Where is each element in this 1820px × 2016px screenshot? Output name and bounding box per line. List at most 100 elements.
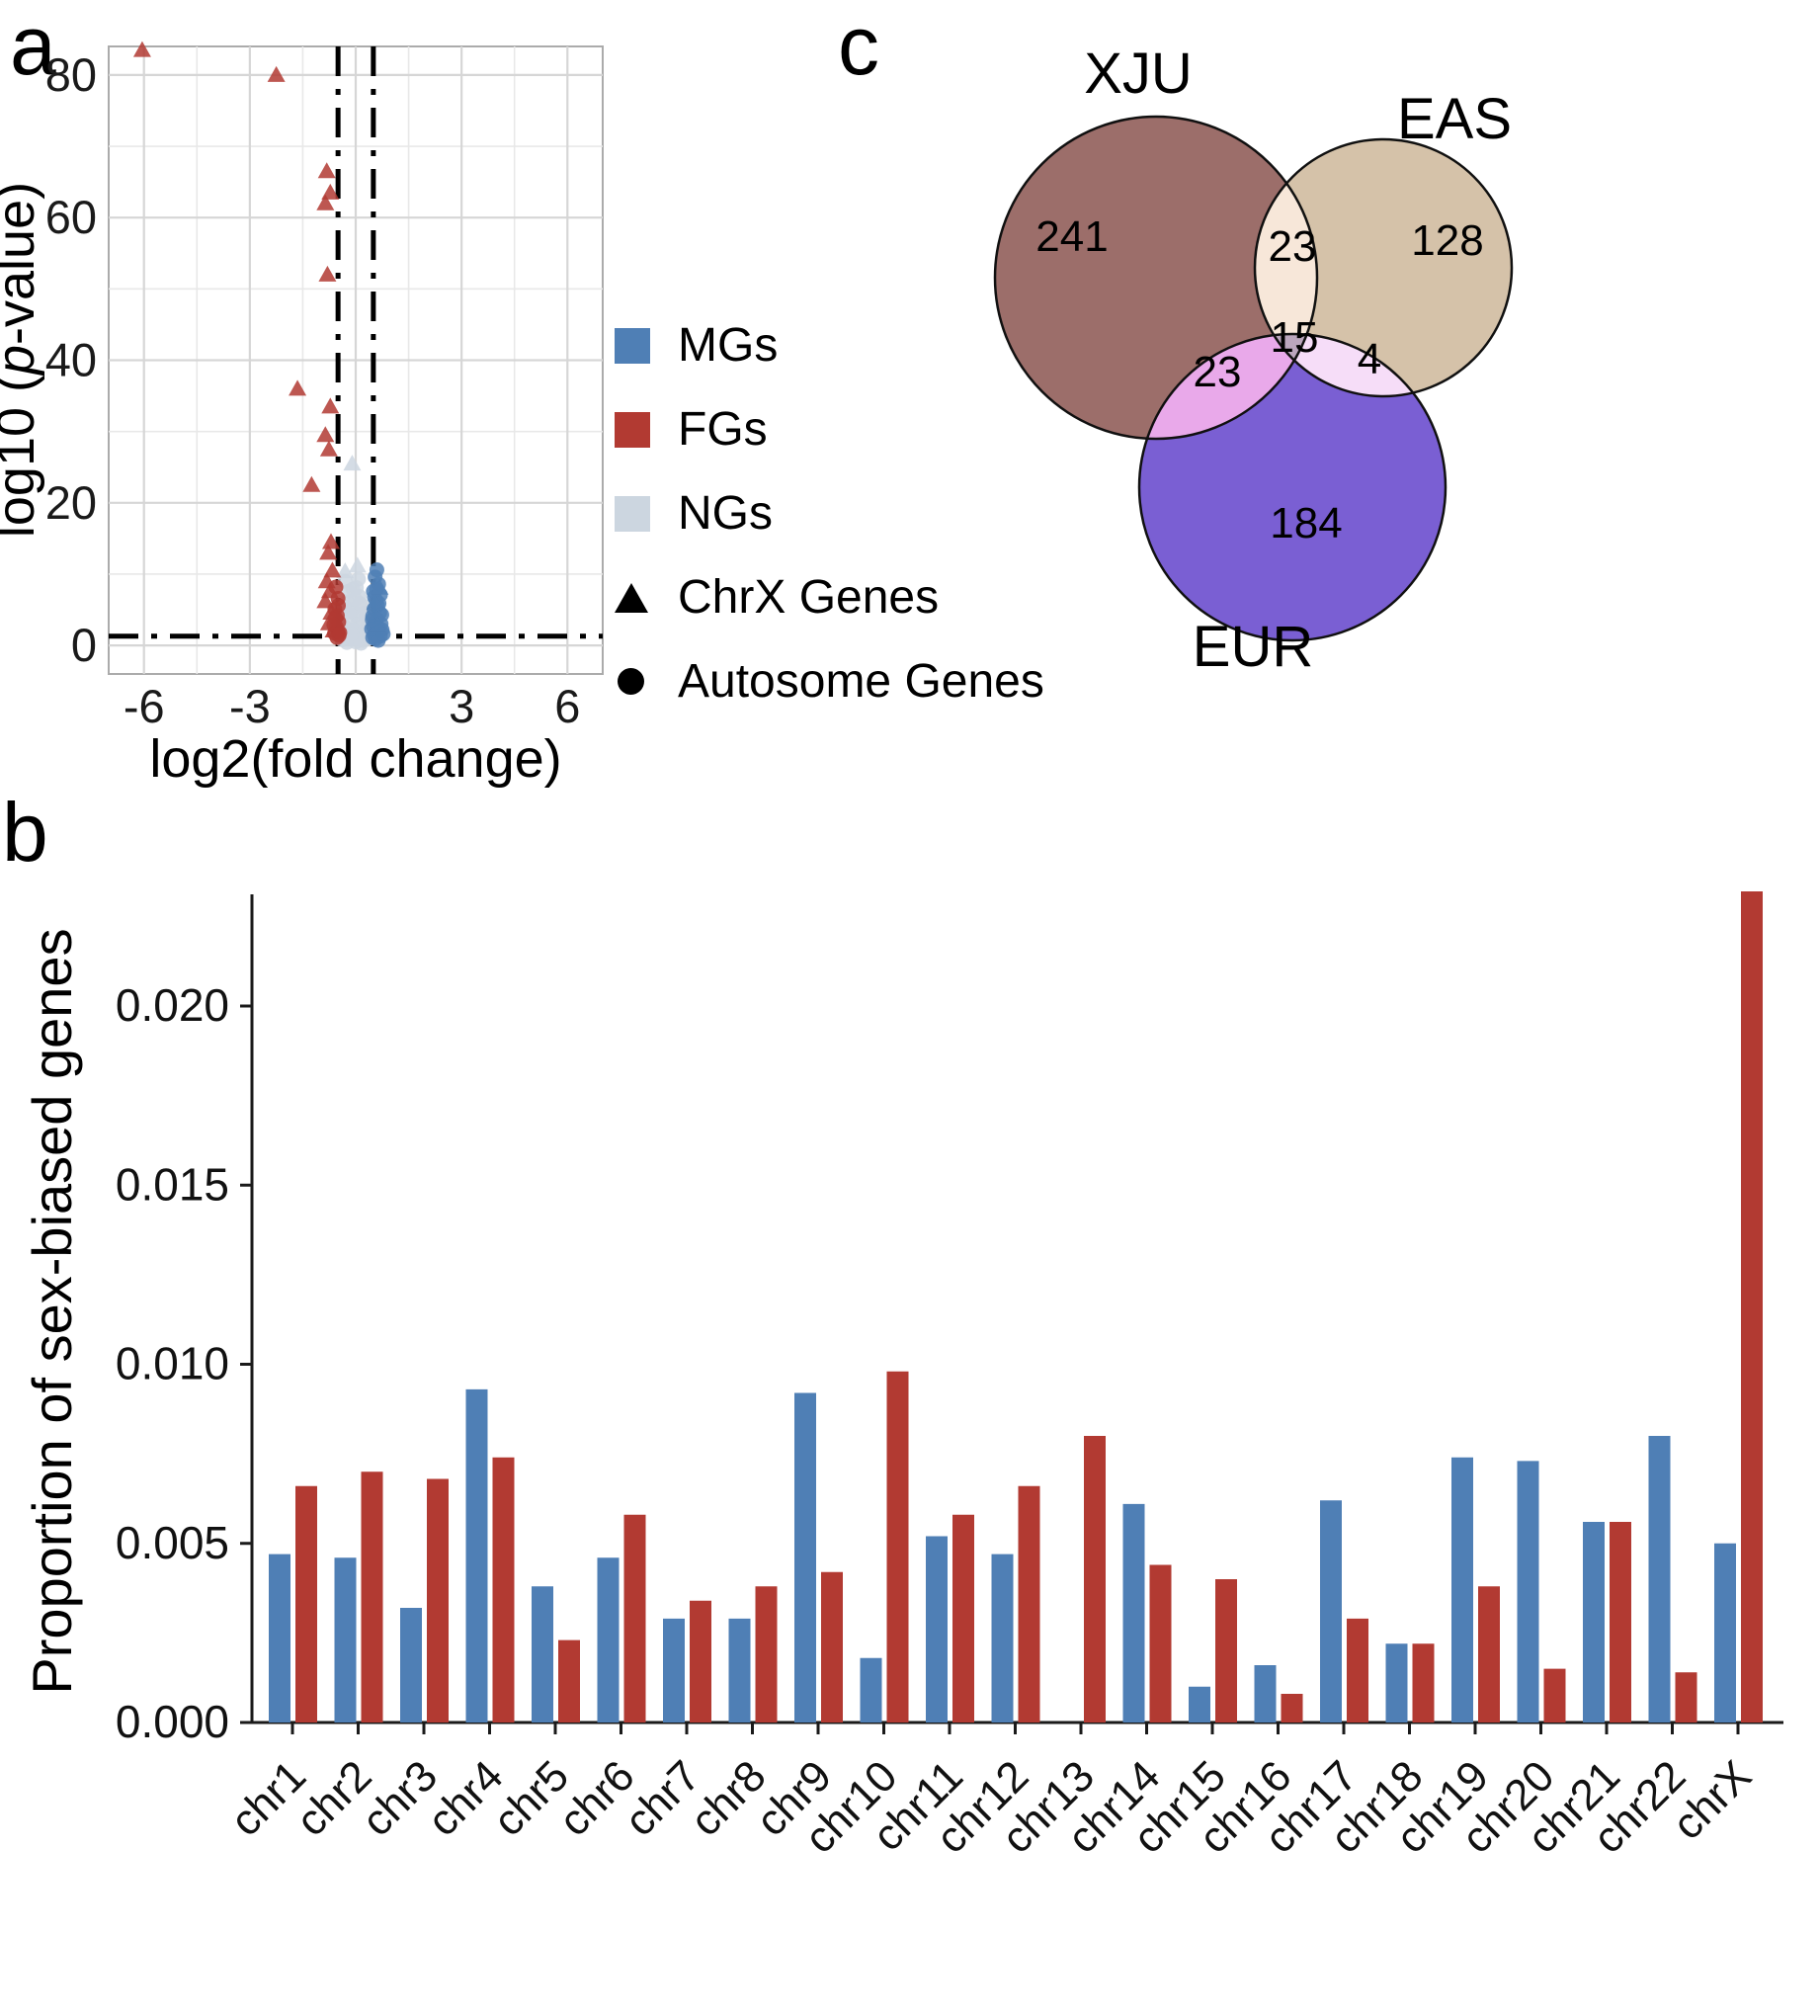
scatter-point <box>348 556 367 573</box>
bar-mgs-chrX <box>1714 1543 1736 1722</box>
venn-region-xju-eur <box>1139 334 1317 439</box>
scatter-point <box>366 593 384 610</box>
bar-fgs-chr22 <box>1675 1672 1697 1722</box>
bar-fgs-chrX <box>1741 891 1763 1722</box>
bar-fgs-chr11 <box>952 1514 974 1722</box>
volcano-legend: MGs FGs NGs ChrX Genes Autosome Genes <box>615 318 1044 709</box>
venn-count-eas-eur: 4 <box>1358 335 1381 383</box>
bar-fgs-chr20 <box>1543 1668 1566 1722</box>
venn-set-label-eur: EUR <box>1193 615 1313 679</box>
scatter-point <box>369 616 387 632</box>
y-tick-label: 0.015 <box>116 1158 229 1210</box>
bar-fgs-chr3 <box>427 1478 449 1722</box>
bar-fgs-chr2 <box>361 1471 383 1722</box>
scatter-point <box>343 455 362 471</box>
bar-fgs-chr9 <box>821 1571 843 1722</box>
scatter-point <box>322 533 340 549</box>
bar-mgs-chr18 <box>1385 1643 1408 1722</box>
bar-mgs-chr9 <box>794 1392 816 1722</box>
scatter-point <box>323 561 342 578</box>
venn-count-xju-eur: 23 <box>1194 348 1242 396</box>
volcano-points-MGs <box>364 562 391 648</box>
venn-outline-eur <box>1137 332 1448 642</box>
scatter-point <box>336 562 355 579</box>
bar-mgs-chr16 <box>1254 1665 1277 1722</box>
square-marker-icon <box>615 327 658 364</box>
legend-label: Autosome Genes <box>678 655 1044 708</box>
y-tick-label: 0 <box>71 619 97 671</box>
bar-fgs-chr13 <box>1084 1436 1106 1722</box>
volcano-points-FGs <box>132 41 348 645</box>
y-tick-label: 0.020 <box>116 979 229 1031</box>
bar-fgs-chr14 <box>1149 1564 1172 1722</box>
bar-mgs-chr17 <box>1320 1500 1342 1722</box>
bar-mgs-chr1 <box>269 1554 290 1722</box>
bar-mgs-chr8 <box>728 1618 751 1722</box>
x-tick-label: 6 <box>554 680 580 732</box>
legend-label: ChrX Genes <box>678 571 940 624</box>
scatter-point <box>321 397 340 414</box>
bar-fgs-chr18 <box>1412 1643 1435 1722</box>
bar-mgs-chr4 <box>465 1388 488 1722</box>
x-tick-label: -6 <box>124 680 165 732</box>
bar-fgs-chr21 <box>1610 1522 1631 1722</box>
bar-fgs-chr1 <box>295 1485 317 1722</box>
bar-fgs-chr4 <box>492 1457 515 1722</box>
legend-item-mgs: MGs <box>615 318 1044 373</box>
scatter-point <box>332 625 348 640</box>
bar-fgs-chr12 <box>1018 1485 1040 1722</box>
y-tick-label: 60 <box>45 191 97 243</box>
venn-count-eas: 128 <box>1411 216 1483 265</box>
legend-item-fgs: FGs <box>615 402 1044 457</box>
triangle-marker-icon <box>615 582 658 613</box>
venn-outline-eas <box>1253 137 1514 398</box>
scatter-point <box>347 591 363 607</box>
bar-fgs-chr15 <box>1215 1579 1237 1722</box>
legend-item-autosome-genes: Autosome Genes <box>615 654 1044 709</box>
square-marker-icon <box>615 495 658 532</box>
legend-label: FGs <box>678 403 768 456</box>
bar-mgs-chr15 <box>1189 1686 1210 1722</box>
bar-mgs-chr12 <box>991 1554 1014 1722</box>
y-tick-label: 0.005 <box>116 1517 229 1568</box>
bar-mgs-chr5 <box>532 1586 553 1722</box>
scatter-point <box>331 598 346 614</box>
scatter-point <box>328 579 344 595</box>
bar-fgs-chr5 <box>558 1639 580 1722</box>
y-axis-title: Proportion of sex-biased genes <box>21 928 83 1694</box>
legend-label: NGs <box>678 487 773 540</box>
bar-mgs-chr11 <box>926 1536 948 1722</box>
x-axis-title: log2(fold change) <box>149 729 561 788</box>
square-marker-icon <box>615 411 658 448</box>
scatter-point <box>371 578 389 595</box>
y-tick-label: 0.010 <box>116 1338 229 1389</box>
bar-mgs-chr6 <box>597 1557 620 1722</box>
venn-diagram: XJU EAS EUR 241 128 184 23 23 4 15 <box>993 42 1514 679</box>
venn-count-eur: 184 <box>1270 499 1342 547</box>
bar-mgs-chr21 <box>1583 1522 1605 1722</box>
venn-count-xju-eas: 23 <box>1269 222 1317 271</box>
legend-label: MGs <box>678 319 779 372</box>
scatter-point <box>289 379 307 396</box>
y-axis-title: log10 (p-value) <box>0 182 45 538</box>
bar-fgs-chr6 <box>623 1514 646 1722</box>
y-tick-label: 80 <box>45 48 97 101</box>
bar-mgs-chr20 <box>1517 1461 1539 1722</box>
scatter-point <box>319 440 338 457</box>
bar-fgs-chr16 <box>1281 1694 1303 1722</box>
scatter-point <box>132 41 151 57</box>
panel-b-label: b <box>2 786 48 879</box>
bar-mgs-chr10 <box>860 1657 882 1722</box>
x-tick-label: 3 <box>449 680 474 732</box>
scatter-point <box>302 475 321 492</box>
x-tick-label: 0 <box>343 680 369 732</box>
y-tick-label: 40 <box>45 334 97 386</box>
venn-count-xju: 241 <box>1035 212 1108 261</box>
panel-c-label: c <box>838 0 879 92</box>
y-tick-label: 0.000 <box>116 1696 229 1747</box>
bar-mgs-chr19 <box>1451 1457 1473 1722</box>
venn-circle-eas <box>1255 139 1512 396</box>
bar-fgs-chr19 <box>1478 1586 1500 1722</box>
